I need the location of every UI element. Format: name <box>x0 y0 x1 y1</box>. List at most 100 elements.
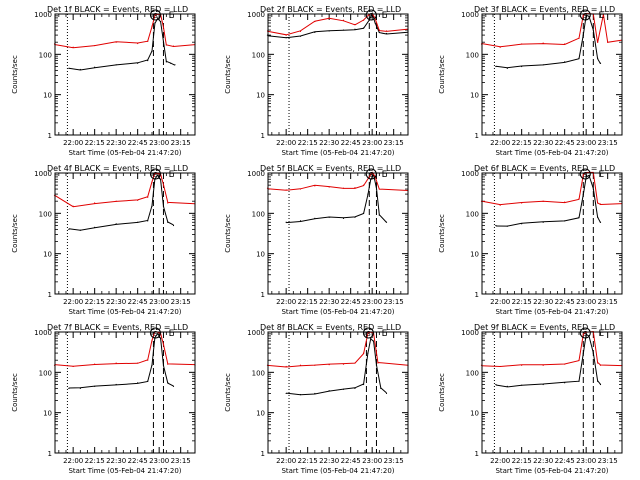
y-tick-label: 10 <box>43 410 52 418</box>
x-tick-label: 22:30 <box>533 457 553 465</box>
panel-det-6: Det 6f BLACK = Events, RED = LLD Counts/s… <box>438 164 623 316</box>
data-point-events <box>115 223 117 225</box>
y-tick-label: 1 <box>475 132 479 140</box>
x-tick-label: 23:15 <box>171 457 191 465</box>
series-line-events <box>495 14 601 69</box>
data-point-events <box>375 364 378 366</box>
end-marker-label: E <box>382 170 388 180</box>
data-point-events <box>362 212 365 214</box>
panel-title: Det 4f BLACK = Events, RED = LLD <box>47 164 188 173</box>
y-tick-label: 1000 <box>461 170 479 178</box>
y-tick-label: 100 <box>252 369 265 377</box>
x-axis-label: Start Time (05-Feb-04 21:47:20) <box>281 308 394 316</box>
y-tick-label: 100 <box>466 369 479 377</box>
data-point-events <box>151 364 153 366</box>
data-point-events <box>159 20 162 23</box>
data-point-events <box>285 221 287 223</box>
data-point-lld <box>299 30 302 33</box>
y-tick-label: 1000 <box>247 329 265 337</box>
data-point-events <box>165 61 167 63</box>
x-tick-label: 22:00 <box>490 139 510 147</box>
data-point-lld <box>342 363 345 365</box>
data-point-lld <box>72 46 74 48</box>
data-point-lld <box>362 184 365 186</box>
panel-title: Det 2f BLACK = Events, RED = LLD <box>260 5 401 14</box>
panel-det-1: Det 1f BLACK = Events, RED = LLD Counts/s… <box>11 5 196 157</box>
data-point-lld <box>137 362 139 364</box>
panel-det-4: Det 4f BLACK = Events, RED = LLD Counts/s… <box>11 164 196 316</box>
x-axis-label: Start Time (05-Feb-04 21:47:20) <box>68 308 181 316</box>
x-tick-label: 23:15 <box>598 139 618 147</box>
data-point-events <box>495 224 497 227</box>
y-tick-label: 100 <box>39 369 52 377</box>
data-point-lld <box>378 29 380 31</box>
y-tick-label: 100 <box>466 51 479 59</box>
data-point-lld <box>94 202 96 204</box>
data-point-lld <box>165 44 167 46</box>
data-point-events <box>521 223 523 225</box>
x-tick-label: 22:15 <box>298 298 318 306</box>
x-tick-label: 22:45 <box>341 457 361 465</box>
data-point-lld <box>94 44 96 47</box>
data-point-events <box>495 383 497 386</box>
end-marker-label: E <box>169 170 175 180</box>
data-point-events <box>597 380 599 382</box>
data-point-lld <box>299 364 302 366</box>
data-point-lld <box>368 14 370 16</box>
data-point-events <box>599 383 602 386</box>
start-marker-circle <box>365 168 377 180</box>
x-tick-label: 23:00 <box>362 298 382 306</box>
data-point-events <box>385 221 388 223</box>
y-tick-label: 1 <box>261 450 265 458</box>
panel-det-2: Det 2f BLACK = Events, RED = LLD Counts/s… <box>224 5 409 157</box>
data-point-events <box>167 382 169 384</box>
data-point-lld <box>137 199 139 201</box>
x-tick-label: 23:15 <box>384 457 404 465</box>
data-point-lld <box>285 189 287 191</box>
y-tick-label: 100 <box>39 210 52 218</box>
start-marker-circle <box>579 168 591 180</box>
data-point-events <box>79 229 81 231</box>
y-tick-label: 1000 <box>34 11 52 19</box>
data-point-lld <box>342 187 345 189</box>
data-point-lld <box>499 204 501 206</box>
data-point-lld <box>154 14 156 16</box>
panel-title: Det 6f BLACK = Events, RED = LLD <box>474 164 615 173</box>
data-point-events <box>578 380 580 382</box>
data-point-events <box>94 226 96 228</box>
data-point-events <box>172 224 175 227</box>
start-marker-circle <box>149 168 161 180</box>
data-point-lld <box>314 185 316 187</box>
data-point-lld <box>367 332 369 334</box>
data-point-events <box>151 50 153 52</box>
x-tick-label: 22:45 <box>128 139 148 147</box>
x-tick-label: 22:15 <box>85 298 105 306</box>
x-tick-label: 23:00 <box>362 457 382 465</box>
data-point-lld <box>115 362 117 364</box>
x-tick-label: 23:15 <box>598 298 618 306</box>
data-point-events <box>367 352 369 354</box>
panel-det-9: Det 9f BLACK = Events, RED = LLD Counts/s… <box>438 323 623 475</box>
data-point-lld <box>607 41 609 43</box>
data-point-lld <box>499 46 501 48</box>
data-point-events <box>167 221 169 223</box>
data-point-events <box>506 225 508 227</box>
x-tick-label: 22:00 <box>276 298 296 306</box>
y-tick-label: 1000 <box>247 11 265 19</box>
y-tick-label: 10 <box>256 410 265 418</box>
data-point-lld <box>597 41 599 43</box>
end-marker-label: E <box>169 329 175 339</box>
data-point-lld <box>314 364 316 366</box>
data-point-events <box>542 64 544 66</box>
data-point-events <box>285 36 287 39</box>
x-tick-label: 23:15 <box>598 457 618 465</box>
y-tick-label: 100 <box>466 210 479 218</box>
data-point-events <box>159 337 162 339</box>
data-point-events <box>157 17 159 19</box>
data-point-events <box>157 174 159 176</box>
data-point-events <box>137 62 139 64</box>
start-marker-label: S <box>583 330 588 338</box>
y-axis-label: Counts/sec <box>438 214 446 253</box>
data-point-events <box>378 214 380 216</box>
